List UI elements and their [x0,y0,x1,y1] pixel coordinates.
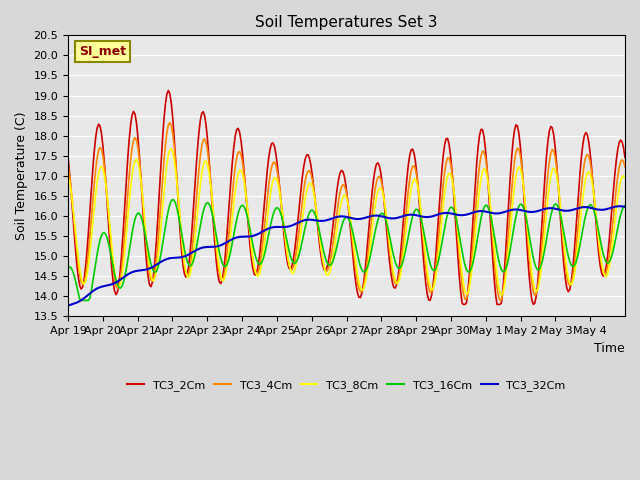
TC3_2Cm [464,288,472,294]
TC3_16Cm [620,204,627,210]
TC3_16Cm [102,232,109,238]
TC3_4Cm [64,163,72,168]
TC3_16Cm [169,197,177,203]
TC3_2Cm [547,123,555,129]
TC3_2Cm [64,155,72,160]
TC3_8Cm [547,173,555,179]
Y-axis label: Soil Temperature (C): Soil Temperature (C) [15,112,28,240]
TC3_2Cm [164,88,172,94]
TC3_8Cm [100,173,108,179]
TC3_4Cm [166,120,173,125]
TC3_4Cm [547,150,555,156]
TC3_8Cm [64,173,72,179]
TC3_32Cm [83,293,91,299]
TC3_32Cm [621,204,629,210]
TC3_32Cm [461,212,469,218]
Legend: TC3_2Cm, TC3_4Cm, TC3_8Cm, TC3_16Cm, TC3_32Cm: TC3_2Cm, TC3_4Cm, TC3_8Cm, TC3_16Cm, TC3… [123,375,570,395]
Line: TC3_32Cm: TC3_32Cm [68,206,625,306]
TC3_32Cm [64,303,72,309]
TC3_16Cm [464,269,472,275]
TC3_4Cm [496,298,504,303]
TC3_16Cm [621,203,629,208]
Title: Soil Temperatures Set 3: Soil Temperatures Set 3 [255,15,438,30]
TC3_8Cm [83,273,91,278]
TC3_2Cm [460,301,467,307]
TC3_4Cm [352,269,360,275]
TC3_2Cm [621,155,629,161]
TC3_16Cm [84,298,92,303]
TC3_2Cm [83,249,91,255]
TC3_32Cm [618,204,626,209]
TC3_16Cm [64,265,72,271]
Text: SI_met: SI_met [79,45,126,58]
TC3_16Cm [77,298,85,303]
TC3_16Cm [547,213,555,218]
Line: TC3_4Cm: TC3_4Cm [68,122,625,300]
TC3_4Cm [620,158,627,164]
TC3_32Cm [615,204,623,209]
TC3_32Cm [544,205,552,211]
TC3_8Cm [463,291,470,297]
Line: TC3_2Cm: TC3_2Cm [68,91,625,304]
TC3_8Cm [620,173,627,179]
TC3_4Cm [100,164,108,169]
TC3_2Cm [100,160,108,166]
TC3_4Cm [463,296,470,301]
TC3_32Cm [100,283,108,289]
X-axis label: Time: Time [595,342,625,355]
TC3_2Cm [352,281,360,287]
TC3_32Cm [351,216,358,222]
TC3_8Cm [497,292,505,298]
TC3_2Cm [620,145,627,151]
TC3_16Cm [353,252,361,257]
TC3_8Cm [621,175,629,181]
TC3_8Cm [352,261,360,267]
TC3_4Cm [621,164,629,169]
TC3_8Cm [168,146,175,152]
Line: TC3_16Cm: TC3_16Cm [68,200,625,300]
TC3_4Cm [83,264,91,269]
Line: TC3_8Cm: TC3_8Cm [68,149,625,295]
